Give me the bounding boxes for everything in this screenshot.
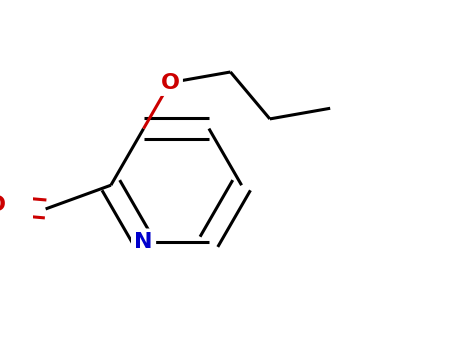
Text: O: O xyxy=(0,195,6,215)
Text: O: O xyxy=(161,72,180,93)
Text: N: N xyxy=(134,232,153,252)
